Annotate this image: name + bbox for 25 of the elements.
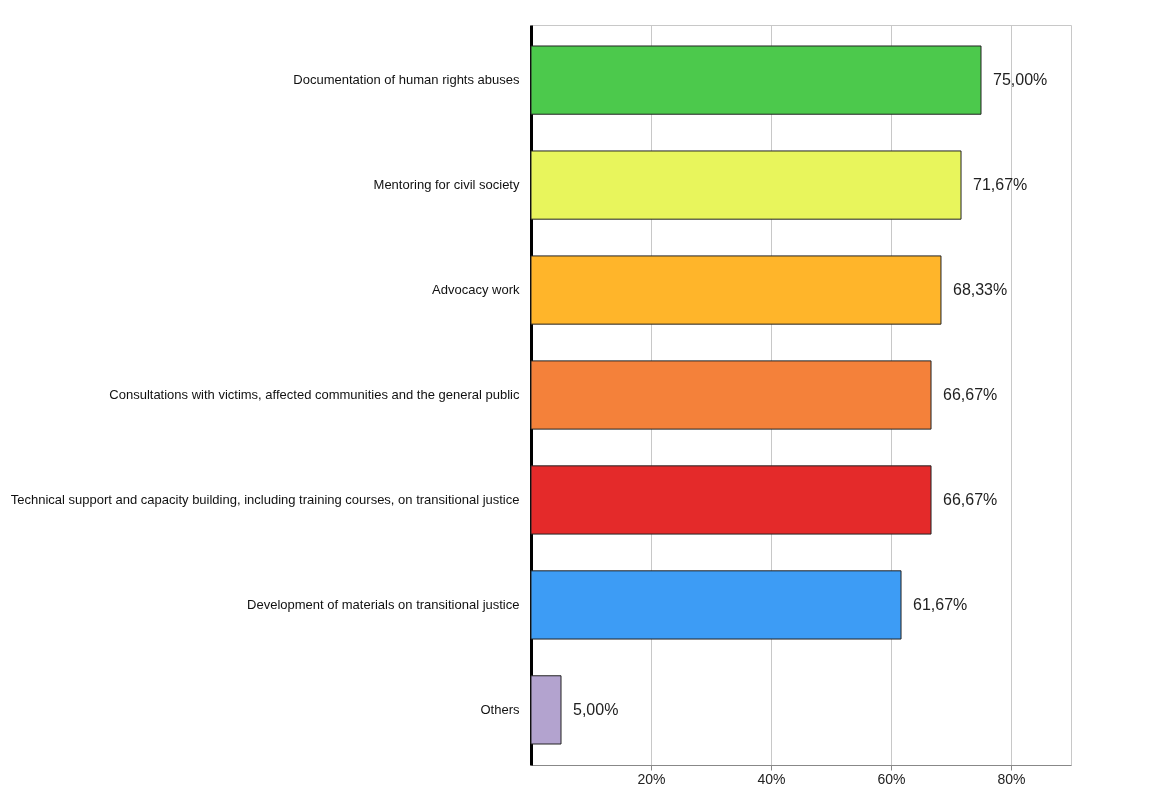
bar bbox=[530, 465, 932, 535]
bar bbox=[530, 255, 942, 325]
y-tick-label: Development of materials on transitional justice bbox=[247, 596, 520, 612]
bar bbox=[530, 45, 982, 115]
data-label: 61,67% bbox=[913, 595, 968, 613]
x-tick-label: 80% bbox=[997, 770, 1026, 787]
data-label: 66,67% bbox=[943, 490, 998, 508]
data-label: 66,67% bbox=[943, 386, 998, 403]
y-tick-label: Advocacy work bbox=[432, 282, 520, 298]
bar bbox=[530, 150, 962, 220]
data-label: 68,33% bbox=[952, 281, 1008, 299]
bar bbox=[530, 675, 562, 745]
data-label: 71,67% bbox=[973, 176, 1028, 194]
bar bbox=[530, 570, 902, 640]
x-tick-label: 40% bbox=[757, 770, 786, 787]
y-tick-label: Mentoring for civil society bbox=[373, 177, 520, 193]
y-tick-label: Technical support and capacity building, including training courses, on transitional justice bbox=[10, 491, 520, 507]
x-tick-label: 60% bbox=[877, 770, 906, 787]
x-tick-label: 20% bbox=[637, 770, 666, 787]
y-tick-label: Documentation of human rights abuses bbox=[293, 72, 520, 88]
y-tick-label: Consultations with victims, affected communities and the general public bbox=[109, 387, 520, 402]
bar bbox=[530, 360, 932, 430]
data-label: 5,00% bbox=[573, 700, 619, 718]
y-tick-label: Others bbox=[480, 701, 520, 717]
data-label: 75,00% bbox=[993, 71, 1048, 89]
